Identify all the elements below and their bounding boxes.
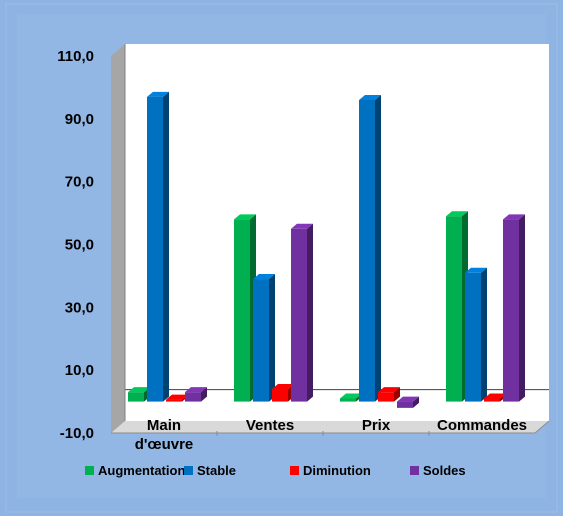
y-tick-label: 70,0 (65, 174, 94, 191)
bar-front (147, 96, 163, 402)
y-tick-label: 30,0 (65, 299, 94, 316)
bar (291, 223, 313, 402)
bar-top (147, 91, 169, 97)
x-axis: Main d'œuvre Ventes Prix Commandes (135, 417, 527, 453)
y-axis: 110,0 90,0 70,0 50,0 30,0 10,0 -10,0 (57, 48, 94, 442)
x-category-label: d'œuvre (135, 436, 194, 453)
floor-edge (111, 420, 550, 434)
bars (128, 91, 525, 408)
bar (397, 396, 419, 408)
bar (378, 387, 400, 402)
bar-front (272, 389, 288, 402)
bar (253, 274, 275, 402)
bar-front (253, 279, 269, 402)
legend-item: Diminution (290, 463, 371, 478)
back-wall (125, 44, 549, 421)
bar-front (503, 219, 519, 402)
bar-front (340, 398, 356, 402)
bar-top (166, 394, 188, 400)
bar-top (465, 267, 487, 273)
y-tick-label: -10,0 (60, 425, 94, 442)
x-category-label: Main (147, 417, 181, 434)
bar-side (413, 396, 419, 408)
x-category-label: Commandes (437, 417, 527, 434)
bar-top (503, 214, 525, 220)
bar-top (128, 387, 150, 393)
bar-side (394, 387, 400, 402)
side-wall (111, 44, 125, 433)
y-tick-label: 110,0 (57, 48, 94, 65)
bar-top (291, 223, 313, 229)
bar-front (185, 392, 201, 402)
bar-top (446, 211, 468, 217)
floor (111, 421, 549, 433)
bar-front (378, 392, 394, 402)
x-category-label: Ventes (246, 417, 294, 434)
bar-front (291, 228, 307, 402)
legend-label: Stable (197, 463, 236, 478)
bar-side (163, 91, 169, 402)
bar-front (397, 401, 413, 408)
bar-side (307, 223, 313, 402)
legend-swatch (85, 466, 94, 475)
bar (446, 211, 468, 402)
bar-front (465, 272, 481, 402)
legend-label: Soldes (423, 463, 466, 478)
bar-top (378, 387, 400, 393)
legend-swatch (290, 466, 299, 475)
bar (359, 94, 381, 402)
bar (503, 214, 525, 402)
plot-area (111, 44, 550, 434)
bar-front (166, 399, 182, 402)
bar-front (128, 392, 144, 402)
legend-label: Augmentation (98, 463, 185, 478)
legend-label: Diminution (303, 463, 371, 478)
bar-top (340, 393, 362, 399)
bar-side (201, 387, 207, 402)
bar-top (359, 94, 381, 100)
legend: Augmentation Stable Diminution Soldes (85, 463, 466, 478)
bar (465, 267, 487, 402)
bar-top (185, 387, 207, 393)
bar-side (269, 274, 275, 402)
legend-item: Stable (184, 463, 236, 478)
bar (234, 214, 256, 402)
y-tick-label: 50,0 (65, 237, 94, 254)
bar-side (481, 267, 487, 402)
bar-front (359, 99, 375, 402)
legend-swatch (184, 466, 193, 475)
bar (272, 384, 294, 402)
bar-side (375, 94, 381, 402)
y-tick-label: 10,0 (65, 362, 94, 379)
bar-front (234, 219, 250, 402)
y-tick-label: 90,0 (65, 111, 94, 128)
bar-top (397, 396, 419, 402)
bar (185, 387, 207, 402)
bar-side (519, 214, 525, 402)
bar (147, 91, 169, 402)
bar-top (272, 384, 294, 390)
bar-top (234, 214, 256, 220)
bar-front (484, 398, 500, 402)
chart-border (5, 3, 558, 513)
x-category-label: Prix (362, 417, 391, 434)
legend-item: Soldes (410, 463, 466, 478)
bar-top (253, 274, 275, 280)
bar-front (446, 216, 462, 402)
bar-top (484, 393, 506, 399)
legend-item: Augmentation (85, 463, 185, 478)
legend-swatch (410, 466, 419, 475)
